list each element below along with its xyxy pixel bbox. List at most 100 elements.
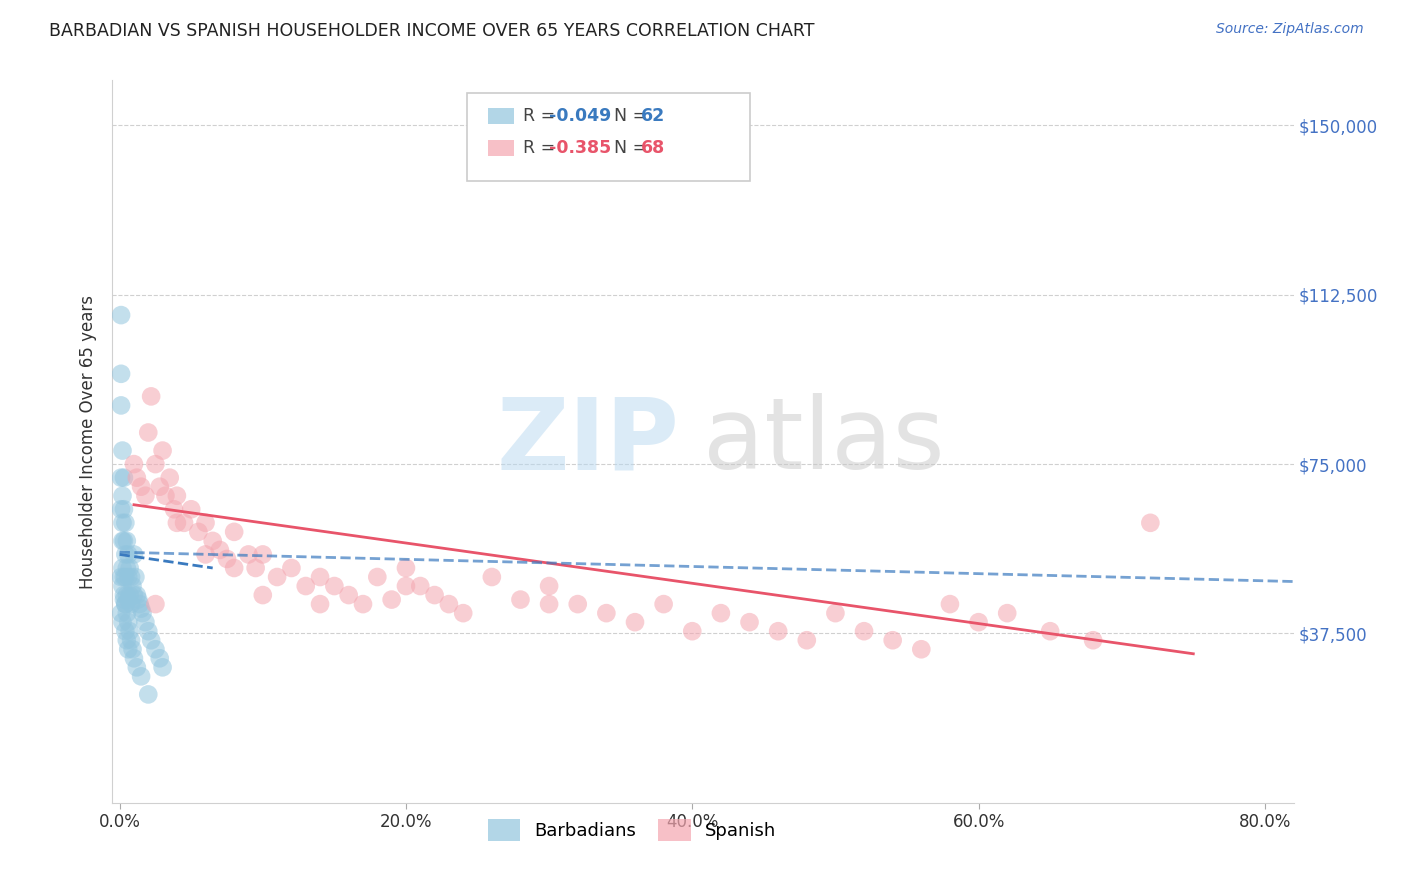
Legend: Barbadians, Spanish: Barbadians, Spanish (481, 812, 783, 848)
Y-axis label: Householder Income Over 65 years: Householder Income Over 65 years (79, 294, 97, 589)
Text: -0.385: -0.385 (550, 139, 612, 157)
Point (136, 624, 159, 639)
Point (127, 592, 149, 607)
Point (1039, 624, 1062, 639)
Point (145, 457, 167, 471)
Point (115, 561, 138, 575)
Bar (488, 140, 515, 156)
FancyBboxPatch shape (467, 94, 751, 181)
Point (187, 524, 209, 539)
Point (115, 633, 138, 648)
Point (120, 570, 142, 584)
Text: 62: 62 (640, 107, 665, 125)
Point (115, 606, 138, 620)
Point (163, 502, 186, 516)
Point (238, 548, 260, 562)
Point (149, 651, 172, 665)
Point (145, 597, 167, 611)
Point (796, 633, 818, 648)
Text: ZIP: ZIP (496, 393, 679, 490)
Point (111, 579, 134, 593)
Point (155, 489, 177, 503)
Point (309, 597, 332, 611)
Point (624, 615, 647, 630)
Point (208, 542, 231, 557)
Point (766, 624, 789, 639)
Point (149, 480, 172, 494)
Point (652, 597, 675, 611)
Point (128, 597, 150, 611)
Point (538, 579, 561, 593)
Point (112, 533, 135, 548)
Point (224, 561, 246, 575)
Point (166, 489, 188, 503)
Text: Source: ZipAtlas.com: Source: ZipAtlas.com (1216, 22, 1364, 37)
Point (136, 425, 159, 440)
Point (215, 552, 238, 566)
Point (173, 516, 195, 530)
Point (180, 502, 202, 516)
Point (710, 606, 733, 620)
Point (1139, 516, 1161, 530)
Point (224, 524, 246, 539)
Text: N =: N = (603, 107, 652, 125)
Point (194, 548, 217, 562)
Point (110, 308, 132, 322)
Point (117, 615, 139, 630)
Point (122, 457, 145, 471)
Point (114, 548, 136, 562)
Point (114, 597, 136, 611)
Text: 68: 68 (640, 139, 665, 157)
Point (280, 561, 302, 575)
Point (110, 398, 132, 412)
Point (129, 669, 152, 683)
Point (111, 489, 134, 503)
Point (166, 516, 188, 530)
Point (824, 606, 846, 620)
Point (152, 660, 174, 674)
Point (681, 624, 703, 639)
Point (201, 533, 224, 548)
Point (134, 615, 156, 630)
Point (451, 606, 474, 620)
Point (110, 502, 132, 516)
Point (194, 516, 217, 530)
Point (245, 561, 267, 575)
Point (117, 642, 139, 657)
Point (112, 592, 135, 607)
Point (145, 642, 167, 657)
Point (395, 561, 418, 575)
Point (125, 588, 148, 602)
Point (117, 570, 139, 584)
Point (538, 597, 561, 611)
Point (125, 660, 148, 674)
Point (967, 615, 990, 630)
Point (118, 624, 141, 639)
Point (110, 367, 132, 381)
Point (366, 570, 388, 584)
Point (437, 597, 460, 611)
Point (266, 570, 288, 584)
Point (111, 615, 134, 630)
Point (112, 570, 135, 584)
Point (159, 470, 181, 484)
Point (323, 579, 346, 593)
Point (352, 597, 374, 611)
Point (337, 588, 360, 602)
Point (509, 592, 531, 607)
Point (118, 561, 141, 575)
Point (129, 480, 152, 494)
Point (117, 548, 139, 562)
Text: atlas: atlas (703, 393, 945, 490)
Point (122, 548, 145, 562)
Point (409, 579, 432, 593)
Point (111, 443, 134, 458)
Point (114, 624, 136, 639)
Point (252, 588, 274, 602)
Point (882, 633, 904, 648)
Point (1081, 633, 1104, 648)
Point (139, 633, 162, 648)
Point (152, 443, 174, 458)
Point (252, 548, 274, 562)
Point (115, 588, 138, 602)
